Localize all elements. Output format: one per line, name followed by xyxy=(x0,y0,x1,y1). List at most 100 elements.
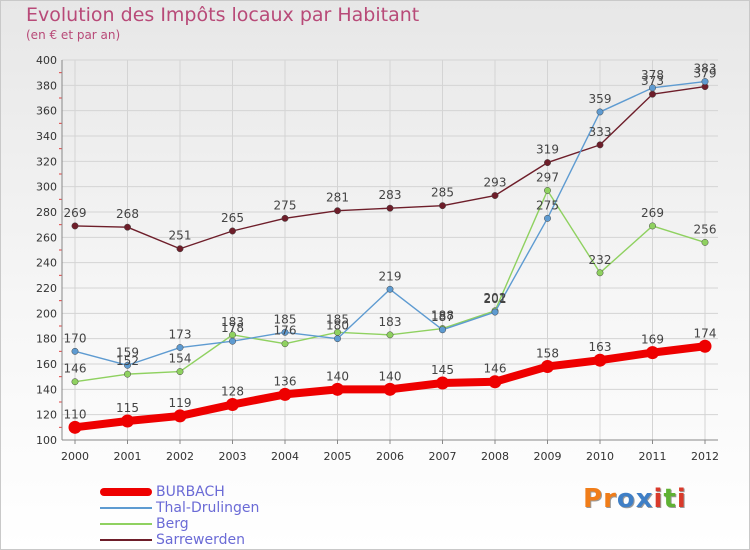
data-point xyxy=(383,382,397,396)
data-label: 373 xyxy=(641,74,664,88)
data-label: 140 xyxy=(326,369,349,383)
data-point xyxy=(596,269,604,277)
data-label: 251 xyxy=(169,229,192,243)
data-label: 140 xyxy=(379,369,402,383)
data-point xyxy=(176,344,184,351)
data-label: 269 xyxy=(64,206,87,220)
data-label: 281 xyxy=(326,191,349,205)
data-point xyxy=(491,192,499,199)
data-label: 319 xyxy=(536,143,559,157)
legend-label: Thal-Drulingen xyxy=(156,500,260,516)
y-tick-label: 240 xyxy=(36,257,57,270)
data-point xyxy=(226,398,239,412)
data-point xyxy=(491,308,499,316)
data-label: 202 xyxy=(484,291,507,305)
data-label: 275 xyxy=(536,198,559,212)
data-label: 110 xyxy=(64,407,87,421)
data-point xyxy=(596,141,604,149)
data-point xyxy=(278,387,292,401)
logo-letter: o xyxy=(616,484,636,514)
data-point xyxy=(593,353,607,367)
data-point xyxy=(229,227,236,235)
data-label: 201 xyxy=(484,292,507,306)
data-point xyxy=(701,238,709,246)
data-label: 170 xyxy=(64,331,87,345)
data-point xyxy=(386,331,394,339)
legend-label: Berg xyxy=(156,516,189,532)
legend-item-sarrewerden: Sarrewerden xyxy=(100,532,320,548)
data-point xyxy=(698,339,712,353)
data-point xyxy=(386,285,394,293)
data-point xyxy=(173,409,187,423)
data-label: 333 xyxy=(589,125,612,139)
legend-item-burbach: BURBACH xyxy=(100,484,320,500)
data-label: 169 xyxy=(641,333,664,347)
y-tick-label: 120 xyxy=(36,409,57,422)
x-tick-label: 2006 xyxy=(376,450,404,463)
data-point xyxy=(334,207,341,215)
legend-label: BURBACH xyxy=(156,484,225,500)
y-tick-label: 300 xyxy=(36,181,57,194)
data-point xyxy=(386,204,394,212)
data-point xyxy=(176,368,184,376)
data-label: 378 xyxy=(641,68,664,82)
data-point xyxy=(649,90,656,98)
data-label: 383 xyxy=(694,62,717,76)
series-lines xyxy=(68,78,712,434)
data-point xyxy=(121,414,134,428)
logo-letter: i xyxy=(653,484,664,514)
x-tick-label: 2001 xyxy=(114,450,142,463)
logo-letter: x xyxy=(635,484,654,514)
data-label: 256 xyxy=(694,222,717,236)
x-tick-label: 2011 xyxy=(639,450,667,463)
data-label: 173 xyxy=(169,328,192,342)
proxiti-logo: Proxiti xyxy=(583,484,687,514)
logo-letter: t xyxy=(663,484,677,514)
x-tick-label: 2012 xyxy=(691,450,719,463)
data-label: 283 xyxy=(379,188,402,202)
y-tick-label: 180 xyxy=(36,333,57,346)
x-tick-label: 2008 xyxy=(481,450,509,463)
data-point xyxy=(124,361,131,369)
y-tick-label: 220 xyxy=(36,282,57,295)
data-label: 265 xyxy=(221,211,244,225)
data-point xyxy=(71,222,79,230)
data-point xyxy=(229,337,236,345)
legend-swatch xyxy=(100,523,152,525)
data-label: 285 xyxy=(431,186,454,200)
y-tick-label: 380 xyxy=(36,79,57,92)
data-point xyxy=(436,376,449,390)
x-tick-label: 2005 xyxy=(324,450,352,463)
data-label: 275 xyxy=(274,198,297,212)
data-label: 379 xyxy=(694,67,717,81)
data-label: 297 xyxy=(536,170,559,184)
x-tick-label: 2007 xyxy=(429,450,457,463)
data-label: 146 xyxy=(484,362,507,376)
chart-title: Evolution des Impôts locaux par Habitant xyxy=(26,4,420,26)
data-point xyxy=(649,84,656,92)
data-label: 183 xyxy=(221,315,244,329)
x-tick-label: 2004 xyxy=(271,450,299,463)
data-label: 115 xyxy=(116,401,139,415)
data-label: 176 xyxy=(274,324,297,338)
y-tick-label: 260 xyxy=(36,231,57,244)
x-tick-label: 2009 xyxy=(534,450,562,463)
data-point xyxy=(71,378,79,386)
data-point xyxy=(596,108,604,116)
axes: 100 120 140 160 180 200 220 240 260 280 300 320 340 3… xyxy=(36,54,719,463)
x-tick-label: 2000 xyxy=(61,450,89,463)
legend-swatch xyxy=(100,539,152,541)
data-label: 187 xyxy=(431,310,454,324)
logo-letter: P xyxy=(583,484,604,514)
y-tick-label: 140 xyxy=(36,383,57,396)
logo-letter: i xyxy=(676,484,687,514)
data-point xyxy=(331,382,344,396)
y-tick-label: 360 xyxy=(36,105,57,118)
data-point xyxy=(541,360,554,374)
data-point xyxy=(488,375,502,389)
data-point xyxy=(281,340,289,348)
data-label: 269 xyxy=(641,206,664,220)
y-tick-label: 400 xyxy=(36,54,57,67)
